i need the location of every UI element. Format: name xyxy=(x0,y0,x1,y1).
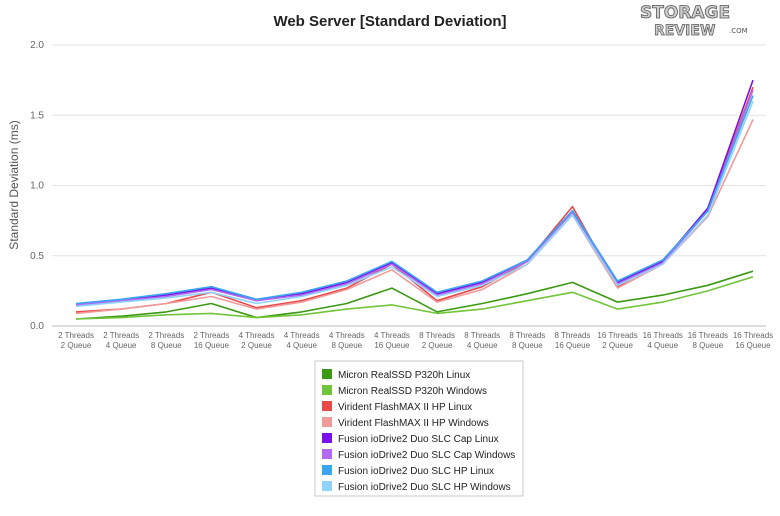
x-tick-label: 2 Threads xyxy=(103,331,139,340)
x-tick-label: 2 Threads xyxy=(58,331,94,340)
y-tick-label: 1.5 xyxy=(30,110,44,121)
legend-label: Micron RealSSD P320h Linux xyxy=(338,370,470,381)
chart-title: Web Server [Standard Deviation] xyxy=(273,13,506,30)
series-line-2 xyxy=(75,276,754,320)
x-tick-label: 8 Queue xyxy=(512,341,543,350)
site-logo: STORAGE REVIEW .COM xyxy=(640,3,748,40)
x-tick-label: 16 Threads xyxy=(597,331,637,340)
legend-label: Fusion ioDrive2 Duo SLC Cap Linux xyxy=(338,434,499,445)
x-tick-label: 4 Queue xyxy=(286,341,317,350)
series-line-1 xyxy=(75,270,754,320)
y-axis-ticks: 0.0 0.5 1.0 1.5 2.0 xyxy=(30,40,44,332)
logo-text-suffix: .COM xyxy=(729,27,748,35)
legend-swatch xyxy=(322,369,332,379)
x-tick-label: 4 Threads xyxy=(329,331,365,340)
legend-label: Virident FlashMAX II HP Windows xyxy=(338,418,489,429)
x-tick-label: 8 Queue xyxy=(693,341,724,350)
grid xyxy=(52,44,766,327)
logo-text-top: STORAGE xyxy=(640,3,730,23)
series-lines xyxy=(75,79,754,320)
series-line-4 xyxy=(75,119,754,315)
x-tick-label: 4 Threads xyxy=(284,331,320,340)
x-tick-label: 16 Threads xyxy=(688,331,728,340)
series-line-5 xyxy=(75,79,754,306)
x-tick-label: 4 Threads xyxy=(374,331,410,340)
series-line-6 xyxy=(75,89,754,306)
series-line-7 xyxy=(75,95,754,305)
x-tick-label: 8 Queue xyxy=(331,341,362,350)
x-tick-label: 2 Queue xyxy=(61,341,92,350)
legend-label: Micron RealSSD P320h Windows xyxy=(338,386,487,397)
x-tick-label: 2 Queue xyxy=(422,341,453,350)
y-tick-label: 2.0 xyxy=(30,40,44,51)
x-tick-label: 16 Threads xyxy=(643,331,683,340)
x-tick-label: 4 Queue xyxy=(647,341,678,350)
x-tick-label: 8 Threads xyxy=(509,331,545,340)
y-tick-label: 0.5 xyxy=(30,251,44,262)
legend-label: Virident FlashMAX II HP Linux xyxy=(338,402,472,413)
legend-label: Fusion ioDrive2 Duo SLC HP Linux xyxy=(338,466,494,477)
x-tick-label: 4 Queue xyxy=(467,341,498,350)
x-tick-label: 2 Queue xyxy=(241,341,272,350)
legend-swatch xyxy=(322,465,332,475)
legend-box xyxy=(314,360,524,497)
logo-text-bottom: REVIEW xyxy=(654,23,715,39)
x-tick-label: 4 Queue xyxy=(106,341,137,350)
legend-swatch xyxy=(322,433,332,443)
series-line-8 xyxy=(75,100,754,308)
y-tick-label: 0.0 xyxy=(30,321,44,332)
x-tick-label: 8 Threads xyxy=(464,331,500,340)
legend: Micron RealSSD P320h Linux Micron RealSSD… xyxy=(314,360,524,497)
legend-swatch xyxy=(322,385,332,395)
y-axis-label: Standard Deviation (ms) xyxy=(7,120,21,249)
legend-swatch xyxy=(322,481,332,491)
x-tick-label: 8 Threads xyxy=(419,331,455,340)
x-tick-label: 16 Threads xyxy=(733,331,773,340)
x-tick-label: 16 Queue xyxy=(194,341,230,350)
x-tick-label: 2 Threads xyxy=(193,331,229,340)
x-tick-label: 4 Threads xyxy=(239,331,275,340)
legend-label: Fusion ioDrive2 Duo SLC Cap Windows xyxy=(338,450,515,461)
legend-swatch xyxy=(322,401,332,411)
x-tick-label: 8 Queue xyxy=(151,341,182,350)
legend-label: Fusion ioDrive2 Duo SLC HP Windows xyxy=(338,482,511,493)
x-tick-label: 16 Queue xyxy=(555,341,591,350)
x-tick-label: 16 Queue xyxy=(735,341,771,350)
x-tick-label: 16 Queue xyxy=(374,341,410,350)
legend-swatch xyxy=(322,417,332,427)
x-tick-label: 8 Threads xyxy=(555,331,591,340)
legend-swatch xyxy=(322,449,332,459)
x-tick-label: 2 Queue xyxy=(602,341,633,350)
y-tick-label: 1.0 xyxy=(30,181,44,192)
x-tick-label: 2 Threads xyxy=(148,331,184,340)
